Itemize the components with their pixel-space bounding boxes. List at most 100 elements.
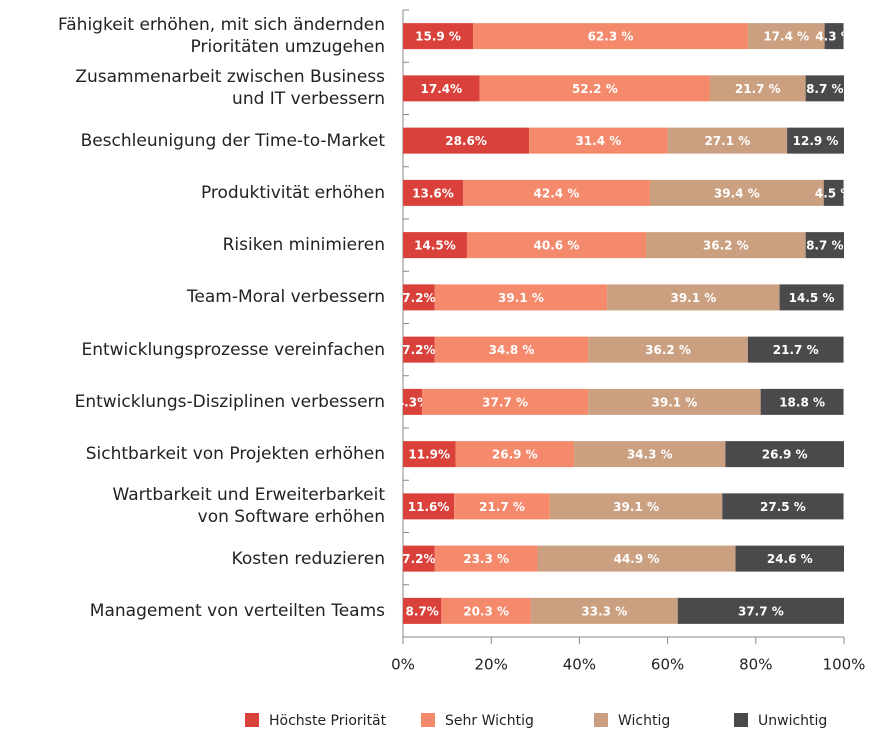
bar-segment	[403, 232, 467, 259]
category-label: Zusammenarbeit zwischen Business und IT …	[75, 67, 385, 110]
value-label: 4.3 %	[815, 30, 852, 44]
bar-segment	[722, 493, 844, 520]
value-label: 8.7%	[406, 604, 439, 618]
legend-swatch	[734, 713, 748, 727]
bar-segment	[434, 336, 589, 363]
value-label: 4.5 %	[815, 186, 852, 200]
value-label: 42.4 %	[534, 186, 580, 200]
bar-segment	[441, 597, 531, 624]
value-label: 7.2%	[402, 291, 435, 305]
category-label: Risiken minimieren	[222, 235, 385, 256]
legend-swatch	[594, 713, 608, 727]
value-label: 39.1 %	[652, 395, 698, 409]
bar-segment	[529, 127, 668, 154]
x-tick-label: 20%	[475, 656, 508, 674]
bar-segment	[403, 23, 474, 50]
value-label: 14.5%	[414, 239, 456, 253]
bar-segment	[824, 23, 844, 50]
bar-segment	[677, 597, 844, 624]
category-label: Beschleunigung der Time-to-Market	[80, 130, 385, 151]
value-label: 7.2%	[402, 343, 435, 357]
bar-segment	[735, 545, 844, 572]
value-label: 24.6 %	[767, 552, 813, 566]
value-label: 4.3%	[396, 395, 429, 409]
bar-segment	[779, 284, 844, 311]
x-tick-label: 0%	[391, 656, 415, 674]
category-label: Produktivität erhöhen	[200, 182, 385, 203]
value-label: 12.9 %	[793, 134, 839, 148]
legend-swatch	[245, 713, 259, 727]
bar-segment	[434, 284, 608, 311]
value-label: 39.1 %	[613, 500, 659, 514]
bar-segment	[455, 441, 575, 468]
bar-segment	[805, 75, 844, 102]
bar-segment	[403, 127, 530, 154]
value-label: 15.9 %	[415, 30, 461, 44]
value-label: 11.6%	[408, 500, 450, 514]
legend-label: Wichtig	[618, 713, 670, 729]
category-label: Entwicklungsprozesse vereinfachen	[81, 339, 385, 360]
bar-segment	[479, 75, 710, 102]
bar-segment	[649, 179, 824, 206]
bar-segment	[403, 75, 480, 102]
category-label: Sichtbarkeit von Projekten erhöhen	[85, 444, 385, 465]
bar-segment	[454, 493, 550, 520]
value-label: 36.2 %	[645, 343, 691, 357]
value-label: 21.7 %	[773, 343, 819, 357]
bar-segment	[588, 388, 761, 415]
value-label: 34.8 %	[489, 343, 535, 357]
value-label: 20.3 %	[463, 604, 509, 618]
bar-segment	[473, 23, 748, 50]
bar-segment	[403, 336, 435, 363]
value-label: 62.3 %	[588, 30, 634, 44]
value-label: 7.2%	[402, 552, 435, 566]
value-label: 37.7 %	[482, 395, 528, 409]
value-label: 34.3 %	[627, 448, 673, 462]
category-label: Kosten reduzieren	[231, 548, 385, 569]
bar-segment	[462, 179, 650, 206]
value-label: 14.5 %	[789, 291, 835, 305]
bar-segment	[805, 232, 844, 259]
bar-segment	[747, 23, 825, 50]
value-label: 13.6%	[412, 186, 454, 200]
value-label: 8.7 %	[806, 82, 843, 96]
bar-segment	[709, 75, 806, 102]
value-label: 26.9 %	[492, 448, 538, 462]
value-label: 17.4%	[421, 82, 463, 96]
legend-label: Sehr Wichtig	[445, 713, 534, 729]
value-label: 18.8 %	[779, 395, 825, 409]
bar-segment	[403, 597, 442, 624]
value-label: 17.4 %	[763, 30, 809, 44]
legend-label: Höchste Priorität	[269, 713, 387, 729]
category-label: Team-Moral verbessern	[186, 287, 385, 308]
bar-segment	[403, 441, 456, 468]
x-tick-label: 80%	[739, 656, 772, 674]
bar-segment	[421, 388, 589, 415]
value-label: 40.6 %	[534, 239, 580, 253]
value-label: 27.5 %	[760, 500, 806, 514]
bar-segment	[549, 493, 723, 520]
legend-swatch	[421, 713, 435, 727]
value-label: 37.7 %	[738, 604, 784, 618]
value-label: 21.7 %	[735, 82, 781, 96]
bar-segment	[823, 179, 844, 206]
bar-segment	[530, 597, 678, 624]
bar-segment	[403, 545, 435, 572]
category-label: Entwicklungs-Disziplinen verbessern	[74, 391, 385, 412]
legend-label: Unwichtig	[758, 713, 827, 729]
bar-segment	[574, 441, 726, 468]
x-tick-label: 100%	[823, 656, 866, 674]
value-label: 28.6%	[445, 134, 487, 148]
bar-segment	[725, 441, 844, 468]
x-tick-label: 60%	[651, 656, 684, 674]
bar-segment	[403, 284, 435, 311]
value-label: 11.9%	[408, 448, 450, 462]
bar-segment	[403, 179, 463, 206]
value-label: 8.7 %	[806, 239, 843, 253]
category-label: Wartbarkeit und Erweiterbarkeit von Soft…	[112, 485, 385, 528]
category-label: Fähigkeit erhöhen, mit sich ändernden Pr…	[58, 15, 385, 58]
value-label: 39.1 %	[498, 291, 544, 305]
value-label: 44.9 %	[614, 552, 660, 566]
